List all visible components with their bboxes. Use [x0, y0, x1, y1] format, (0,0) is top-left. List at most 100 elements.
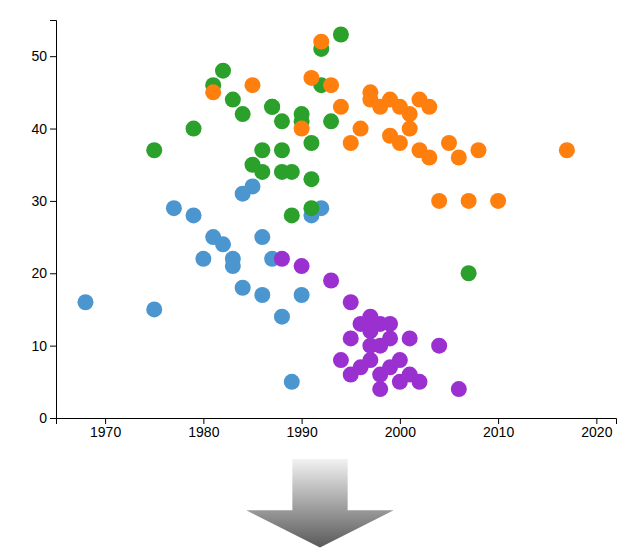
- y-tick-label: 20: [31, 265, 47, 281]
- point: [274, 309, 290, 325]
- point: [244, 77, 260, 93]
- point: [274, 251, 290, 267]
- y-tick: 20: [31, 265, 56, 281]
- x-tick-label: 1990: [287, 424, 318, 440]
- point: [382, 330, 398, 346]
- point: [421, 149, 437, 165]
- point: [244, 178, 260, 194]
- point: [284, 374, 300, 390]
- y-tick: 10: [31, 338, 56, 354]
- point: [254, 287, 270, 303]
- y-axis-line: [50, 21, 57, 419]
- x-tick-label: 2020: [581, 424, 612, 440]
- series: [77, 178, 329, 389]
- y-tick-mark: [50, 273, 56, 274]
- x-tick-label: 1980: [188, 424, 219, 440]
- point: [235, 280, 251, 296]
- point: [294, 121, 310, 137]
- point: [205, 84, 221, 100]
- point: [254, 164, 270, 180]
- y-tick-mark: [50, 201, 56, 202]
- point: [77, 294, 93, 310]
- y-tick-label: 40: [31, 121, 47, 137]
- point: [225, 92, 241, 108]
- point: [461, 265, 477, 281]
- point: [490, 193, 506, 209]
- point: [402, 330, 418, 346]
- point: [303, 135, 319, 151]
- point: [294, 106, 310, 122]
- point: [559, 142, 575, 158]
- point: [343, 330, 359, 346]
- point: [284, 164, 300, 180]
- x-tick: 1990: [287, 418, 318, 440]
- point: [421, 99, 437, 115]
- point: [431, 193, 447, 209]
- point: [254, 142, 270, 158]
- point: [323, 113, 339, 129]
- x-tick: 2010: [483, 418, 514, 440]
- points: [77, 26, 574, 397]
- series: [205, 34, 575, 209]
- y-tick-mark: [50, 418, 56, 419]
- x-tick: 1970: [90, 418, 121, 440]
- point: [313, 34, 329, 50]
- point: [235, 106, 251, 122]
- point: [441, 135, 457, 151]
- point: [146, 301, 162, 317]
- x-axis: 1970 1980 1990 2000 2010 2020: [57, 418, 617, 440]
- point: [343, 294, 359, 310]
- point: [186, 121, 202, 137]
- point: [382, 316, 398, 332]
- y-tick-label: 10: [31, 338, 47, 354]
- x-tick: 2000: [385, 418, 416, 440]
- point: [392, 352, 408, 368]
- x-tick-label: 2000: [385, 424, 416, 440]
- point: [274, 113, 290, 129]
- point: [392, 135, 408, 151]
- point: [225, 258, 241, 274]
- point: [470, 142, 486, 158]
- y-tick: 40: [31, 121, 56, 137]
- point: [294, 258, 310, 274]
- y-tick-mark: [50, 129, 56, 130]
- point: [215, 236, 231, 252]
- y-tick-label: 30: [31, 193, 47, 209]
- point: [343, 135, 359, 151]
- point: [461, 193, 477, 209]
- y-tick-label: 0: [39, 410, 47, 426]
- point: [451, 149, 467, 165]
- point: [274, 142, 290, 158]
- point: [254, 229, 270, 245]
- arrow: [246, 459, 393, 547]
- point: [362, 352, 378, 368]
- point: [333, 99, 349, 115]
- point: [264, 99, 280, 115]
- y-tick: 30: [31, 193, 56, 209]
- point: [146, 142, 162, 158]
- y-axis: 01020304050: [31, 21, 56, 426]
- point: [166, 200, 182, 216]
- point: [303, 70, 319, 86]
- y-tick-mark: [50, 346, 56, 347]
- point: [294, 287, 310, 303]
- point: [303, 200, 319, 216]
- x-tick-label: 2010: [483, 424, 514, 440]
- point: [353, 121, 369, 137]
- x-tick-label: 1970: [90, 424, 121, 440]
- chart: 19701980199020002010202001020304050: [0, 0, 640, 553]
- point: [402, 121, 418, 137]
- point: [372, 381, 388, 397]
- x-tick: 2020: [581, 418, 612, 440]
- point: [264, 99, 280, 115]
- point: [402, 106, 418, 122]
- point: [323, 273, 339, 289]
- point: [451, 381, 467, 397]
- x-tick: 1980: [188, 418, 219, 440]
- point: [431, 338, 447, 354]
- point: [303, 171, 319, 187]
- point: [195, 251, 211, 267]
- point: [333, 352, 349, 368]
- point: [323, 77, 339, 93]
- series: [146, 26, 476, 281]
